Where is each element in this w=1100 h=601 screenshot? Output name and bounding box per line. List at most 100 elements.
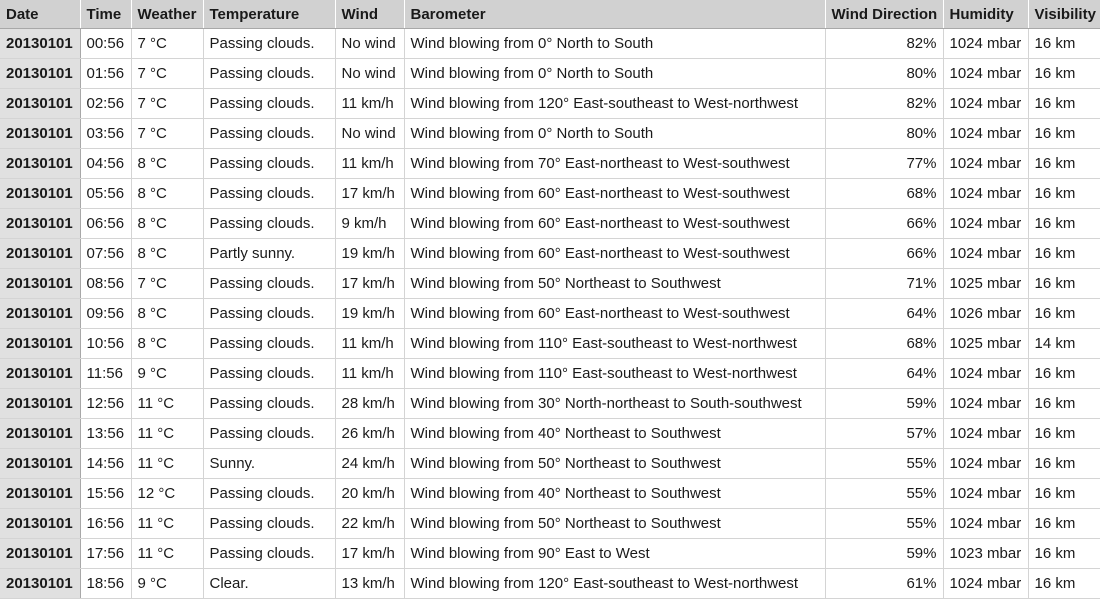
humidity-cell[interactable]: 1024 mbar [943, 178, 1029, 209]
date-cell[interactable]: 20130101 [0, 478, 81, 509]
visibility-cell[interactable]: 16 km [1028, 508, 1100, 539]
barometer-cell[interactable]: Wind blowing from 70° East-northeast to … [404, 148, 826, 179]
time-cell[interactable]: 06:56 [80, 208, 132, 239]
wind-direction-cell[interactable]: 55% [825, 478, 944, 509]
wind-cell[interactable]: 24 km/h [335, 448, 405, 479]
wind-cell[interactable]: 28 km/h [335, 388, 405, 419]
date-cell[interactable]: 20130101 [0, 568, 81, 599]
time-cell[interactable]: 17:56 [80, 538, 132, 569]
time-cell[interactable]: 14:56 [80, 448, 132, 479]
temperature-cell[interactable]: Passing clouds. [203, 418, 336, 449]
column-header-wind-direction[interactable]: Wind Direction [825, 0, 944, 29]
time-cell[interactable]: 01:56 [80, 58, 132, 89]
temperature-cell[interactable]: Passing clouds. [203, 328, 336, 359]
wind-direction-cell[interactable]: 59% [825, 538, 944, 569]
date-cell[interactable]: 20130101 [0, 328, 81, 359]
wind-direction-cell[interactable]: 55% [825, 448, 944, 479]
date-cell[interactable]: 20130101 [0, 388, 81, 419]
visibility-cell[interactable]: 16 km [1028, 388, 1100, 419]
time-cell[interactable]: 00:56 [80, 28, 132, 59]
barometer-cell[interactable]: Wind blowing from 60° East-northeast to … [404, 238, 826, 269]
column-header-wind[interactable]: Wind [335, 0, 405, 29]
temperature-cell[interactable]: Passing clouds. [203, 358, 336, 389]
barometer-cell[interactable]: Wind blowing from 40° Northeast to South… [404, 418, 826, 449]
barometer-cell[interactable]: Wind blowing from 110° East-southeast to… [404, 358, 826, 389]
weather-cell[interactable]: 7 °C [131, 58, 204, 89]
visibility-cell[interactable]: 16 km [1028, 448, 1100, 479]
barometer-cell[interactable]: Wind blowing from 60° East-northeast to … [404, 298, 826, 329]
wind-cell[interactable]: 9 km/h [335, 208, 405, 239]
barometer-cell[interactable]: Wind blowing from 50° Northeast to South… [404, 448, 826, 479]
time-cell[interactable]: 02:56 [80, 88, 132, 119]
wind-cell[interactable]: No wind [335, 58, 405, 89]
visibility-cell[interactable]: 16 km [1028, 148, 1100, 179]
wind-cell[interactable]: 22 km/h [335, 508, 405, 539]
wind-direction-cell[interactable]: 80% [825, 118, 944, 149]
weather-cell[interactable]: 8 °C [131, 328, 204, 359]
time-cell[interactable]: 08:56 [80, 268, 132, 299]
wind-direction-cell[interactable]: 68% [825, 328, 944, 359]
date-cell[interactable]: 20130101 [0, 538, 81, 569]
temperature-cell[interactable]: Passing clouds. [203, 208, 336, 239]
humidity-cell[interactable]: 1024 mbar [943, 148, 1029, 179]
weather-cell[interactable]: 8 °C [131, 148, 204, 179]
barometer-cell[interactable]: Wind blowing from 30° North-northeast to… [404, 388, 826, 419]
humidity-cell[interactable]: 1024 mbar [943, 418, 1029, 449]
temperature-cell[interactable]: Passing clouds. [203, 148, 336, 179]
barometer-cell[interactable]: Wind blowing from 50° Northeast to South… [404, 508, 826, 539]
date-cell[interactable]: 20130101 [0, 58, 81, 89]
temperature-cell[interactable]: Passing clouds. [203, 388, 336, 419]
barometer-cell[interactable]: Wind blowing from 50° Northeast to South… [404, 268, 826, 299]
date-cell[interactable]: 20130101 [0, 508, 81, 539]
weather-cell[interactable]: 8 °C [131, 238, 204, 269]
date-cell[interactable]: 20130101 [0, 268, 81, 299]
date-cell[interactable]: 20130101 [0, 208, 81, 239]
date-cell[interactable]: 20130101 [0, 448, 81, 479]
date-cell[interactable]: 20130101 [0, 148, 81, 179]
wind-direction-cell[interactable]: 64% [825, 358, 944, 389]
time-cell[interactable]: 12:56 [80, 388, 132, 419]
column-header-time[interactable]: Time [80, 0, 132, 29]
visibility-cell[interactable]: 16 km [1028, 298, 1100, 329]
weather-cell[interactable]: 8 °C [131, 208, 204, 239]
wind-direction-cell[interactable]: 55% [825, 508, 944, 539]
humidity-cell[interactable]: 1024 mbar [943, 238, 1029, 269]
temperature-cell[interactable]: Passing clouds. [203, 508, 336, 539]
wind-cell[interactable]: 17 km/h [335, 178, 405, 209]
wind-cell[interactable]: 11 km/h [335, 148, 405, 179]
humidity-cell[interactable]: 1025 mbar [943, 328, 1029, 359]
wind-direction-cell[interactable]: 59% [825, 388, 944, 419]
barometer-cell[interactable]: Wind blowing from 60° East-northeast to … [404, 178, 826, 209]
wind-direction-cell[interactable]: 61% [825, 568, 944, 599]
visibility-cell[interactable]: 16 km [1028, 208, 1100, 239]
wind-direction-cell[interactable]: 57% [825, 418, 944, 449]
wind-direction-cell[interactable]: 82% [825, 88, 944, 119]
temperature-cell[interactable]: Passing clouds. [203, 178, 336, 209]
visibility-cell[interactable]: 16 km [1028, 88, 1100, 119]
weather-cell[interactable]: 7 °C [131, 118, 204, 149]
wind-cell[interactable]: 19 km/h [335, 298, 405, 329]
barometer-cell[interactable]: Wind blowing from 120° East-southeast to… [404, 568, 826, 599]
weather-cell[interactable]: 11 °C [131, 538, 204, 569]
humidity-cell[interactable]: 1024 mbar [943, 28, 1029, 59]
weather-cell[interactable]: 8 °C [131, 298, 204, 329]
visibility-cell[interactable]: 16 km [1028, 478, 1100, 509]
weather-cell[interactable]: 11 °C [131, 388, 204, 419]
weather-cell[interactable]: 9 °C [131, 568, 204, 599]
time-cell[interactable]: 09:56 [80, 298, 132, 329]
humidity-cell[interactable]: 1024 mbar [943, 478, 1029, 509]
weather-cell[interactable]: 7 °C [131, 28, 204, 59]
barometer-cell[interactable]: Wind blowing from 40° Northeast to South… [404, 478, 826, 509]
humidity-cell[interactable]: 1024 mbar [943, 448, 1029, 479]
temperature-cell[interactable]: Passing clouds. [203, 298, 336, 329]
wind-cell[interactable]: 13 km/h [335, 568, 405, 599]
date-cell[interactable]: 20130101 [0, 178, 81, 209]
wind-direction-cell[interactable]: 68% [825, 178, 944, 209]
weather-cell[interactable]: 12 °C [131, 478, 204, 509]
wind-cell[interactable]: 17 km/h [335, 268, 405, 299]
column-header-date[interactable]: Date [0, 0, 81, 29]
temperature-cell[interactable]: Passing clouds. [203, 118, 336, 149]
column-header-barometer[interactable]: Barometer [404, 0, 826, 29]
date-cell[interactable]: 20130101 [0, 358, 81, 389]
humidity-cell[interactable]: 1025 mbar [943, 268, 1029, 299]
